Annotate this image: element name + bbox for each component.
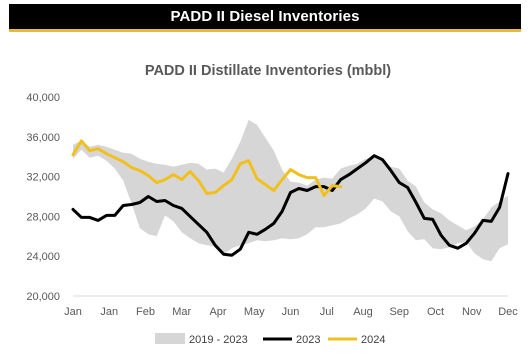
y-tick-label: 40,000 [26, 92, 60, 104]
x-tick-label: Jun [282, 306, 300, 318]
y-tick-label: 24,000 [26, 251, 60, 263]
x-tick-label: Oct [427, 306, 444, 318]
legend-label-band: 2019 - 2023 [189, 334, 248, 346]
title-banner: PADD II Diesel Inventories [9, 4, 521, 32]
legend-label-2023: 2023 [296, 334, 320, 346]
x-tick-label: Nov [462, 306, 482, 318]
chart-title: PADD II Distillate Inventories (mbbl) [145, 63, 391, 79]
x-tick-label: Mar [172, 306, 191, 318]
series-line-2023 [71, 154, 510, 257]
legend-label-2024: 2024 [361, 334, 385, 346]
x-tick-label: Jul [320, 306, 334, 318]
legend: 2019 - 2023 2023 2024 [155, 333, 385, 346]
x-tick-label: May [244, 306, 265, 318]
series-line-2024 [71, 139, 343, 197]
x-tick-label: Apr [209, 306, 226, 318]
x-tick-label: Dec [498, 306, 518, 318]
x-tick-label: Feb [136, 306, 155, 318]
axis-layer: 20,000 24,000 28,000 32,000 36,000 40,000 Jan J… [26, 92, 518, 318]
banner-title: PADD II Diesel Inventories [170, 8, 360, 25]
x-tick-label: Sep [389, 306, 409, 318]
y-tick-label: 36,000 [26, 132, 60, 144]
series-layer [71, 139, 510, 257]
legend-swatch-band [155, 333, 185, 344]
y-tick-label: 20,000 [26, 291, 60, 303]
band-area-2019-2023 [73, 119, 508, 262]
x-tick-label: Jan [100, 306, 118, 318]
x-tick-label: Aug [353, 306, 373, 318]
band-layer [73, 119, 508, 262]
x-tick-label: Jan [64, 306, 82, 318]
y-tick-label: 32,000 [26, 172, 60, 184]
y-tick-label: 28,000 [26, 211, 60, 223]
